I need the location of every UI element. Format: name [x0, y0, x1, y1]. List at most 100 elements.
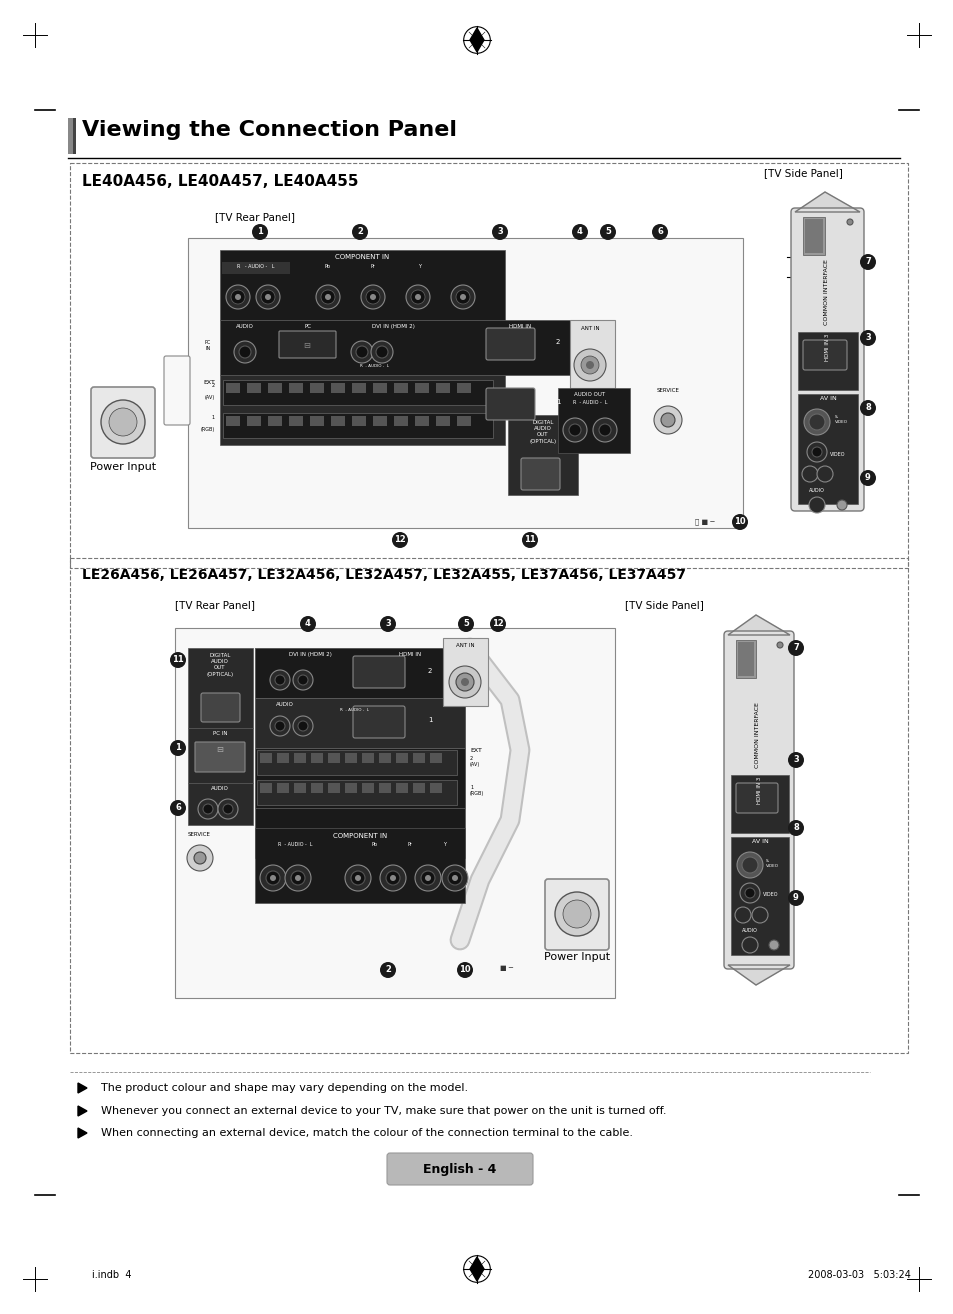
Text: [TV Rear Panel]: [TV Rear Panel]: [174, 600, 254, 610]
Text: SERVICE: SERVICE: [188, 832, 211, 837]
Bar: [436, 382, 450, 393]
Polygon shape: [727, 964, 789, 986]
Circle shape: [193, 851, 206, 865]
Text: LE26A456, LE26A457, LE32A456, LE32A457, LE32A455, LE37A456, LE37A457: LE26A456, LE26A457, LE32A456, LE32A457, …: [82, 568, 685, 582]
Text: 8: 8: [792, 824, 798, 833]
Bar: [247, 382, 261, 393]
Circle shape: [787, 640, 803, 656]
Text: AV IN: AV IN: [751, 840, 767, 844]
Text: 2: 2: [212, 382, 214, 388]
Text: AUDIO: AUDIO: [808, 487, 824, 493]
Circle shape: [366, 290, 379, 304]
Bar: [730, 775, 788, 833]
Circle shape: [459, 294, 465, 300]
Text: 7: 7: [864, 258, 870, 267]
Text: AV IN: AV IN: [819, 396, 836, 401]
Text: 🔒 ■ ─: 🔒 ■ ─: [695, 519, 714, 526]
Circle shape: [456, 962, 473, 978]
Text: S-
VIDEO: S- VIDEO: [765, 859, 779, 867]
Bar: [254, 748, 464, 808]
Text: R  - AUDIO -  L: R - AUDIO - L: [572, 399, 607, 405]
Text: AUDIO: AUDIO: [211, 786, 229, 791]
Text: Power Input: Power Input: [90, 463, 156, 472]
Bar: [68, 118, 73, 154]
Polygon shape: [78, 1127, 87, 1138]
Circle shape: [270, 670, 290, 690]
Polygon shape: [794, 192, 859, 212]
FancyBboxPatch shape: [802, 340, 846, 371]
Text: ANT IN: ANT IN: [456, 643, 474, 648]
FancyBboxPatch shape: [790, 208, 863, 511]
Bar: [345, 753, 356, 763]
Bar: [256, 750, 456, 775]
Bar: [328, 783, 339, 794]
Circle shape: [441, 865, 468, 891]
Bar: [289, 382, 303, 393]
Bar: [797, 394, 857, 505]
Bar: [430, 783, 441, 794]
Text: The product colour and shape may vary depending on the model.: The product colour and shape may vary de…: [94, 1083, 468, 1093]
Circle shape: [274, 675, 285, 685]
Text: COMPONENT IN: COMPONENT IN: [335, 254, 389, 260]
Text: When connecting an external device, match the colour of the connection terminal : When connecting an external device, matc…: [94, 1127, 633, 1138]
Circle shape: [231, 290, 245, 304]
Bar: [352, 382, 366, 393]
Circle shape: [261, 290, 274, 304]
Text: 1: 1: [175, 744, 181, 753]
Circle shape: [801, 466, 817, 482]
Polygon shape: [78, 1083, 87, 1093]
Circle shape: [351, 342, 373, 363]
Text: 12: 12: [492, 619, 503, 628]
Bar: [395, 753, 408, 763]
Text: PC IN: PC IN: [213, 731, 227, 736]
Text: 10: 10: [458, 966, 471, 975]
Circle shape: [351, 871, 365, 886]
Text: 2: 2: [356, 227, 362, 237]
Text: [TV Side Panel]: [TV Side Panel]: [763, 168, 842, 177]
Text: EXT: EXT: [203, 380, 214, 385]
Bar: [436, 417, 450, 426]
Text: 2008-03-03   5:03:24: 2008-03-03 5:03:24: [807, 1271, 910, 1280]
Text: VIDEO: VIDEO: [762, 892, 778, 897]
FancyBboxPatch shape: [164, 356, 190, 424]
Bar: [430, 753, 441, 763]
Circle shape: [776, 643, 782, 648]
FancyBboxPatch shape: [485, 388, 535, 420]
Circle shape: [352, 223, 368, 240]
Bar: [442, 639, 488, 706]
Bar: [220, 321, 589, 374]
Circle shape: [574, 350, 605, 381]
Text: HDMI IN 3: HDMI IN 3: [757, 777, 761, 804]
Text: ■ ─: ■ ─: [499, 964, 513, 971]
Bar: [352, 417, 366, 426]
Circle shape: [492, 223, 507, 240]
Circle shape: [415, 865, 440, 891]
Circle shape: [203, 804, 213, 813]
Text: 9: 9: [792, 894, 798, 903]
Circle shape: [170, 652, 186, 668]
Text: HDMI IN 3: HDMI IN 3: [824, 334, 830, 361]
Text: [TV Side Panel]: [TV Side Panel]: [624, 600, 703, 610]
Circle shape: [787, 890, 803, 905]
FancyBboxPatch shape: [194, 742, 245, 773]
Circle shape: [568, 424, 580, 436]
Circle shape: [448, 871, 461, 886]
Bar: [294, 783, 306, 794]
Circle shape: [266, 871, 280, 886]
Bar: [188, 783, 253, 825]
Bar: [345, 783, 356, 794]
Bar: [569, 321, 615, 388]
Circle shape: [593, 418, 617, 442]
Bar: [797, 332, 857, 390]
Text: 1: 1: [556, 399, 559, 405]
FancyBboxPatch shape: [91, 388, 154, 459]
Circle shape: [370, 294, 375, 300]
FancyBboxPatch shape: [520, 459, 559, 490]
Bar: [311, 783, 323, 794]
Circle shape: [375, 346, 388, 357]
Circle shape: [226, 285, 250, 309]
Circle shape: [599, 223, 616, 240]
Text: Pb: Pb: [325, 264, 331, 269]
FancyBboxPatch shape: [485, 328, 535, 360]
Text: 12: 12: [394, 536, 405, 544]
